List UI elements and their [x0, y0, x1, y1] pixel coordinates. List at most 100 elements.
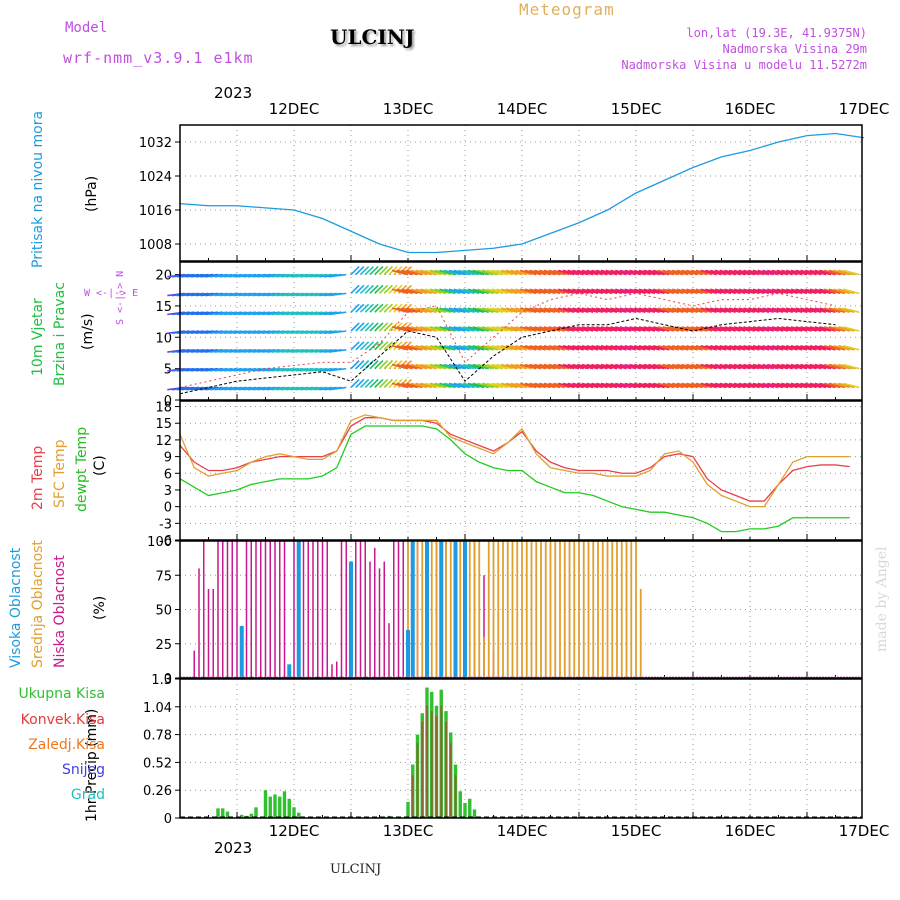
wind-arrow [691, 288, 708, 295]
wind-arrow [355, 265, 365, 276]
wind-arrow [629, 363, 646, 370]
wind-arrow [439, 288, 456, 295]
srednja-bar [468, 541, 471, 678]
wind-arrow [714, 326, 732, 332]
wind-arrow [667, 326, 684, 332]
wind-arrow [444, 326, 461, 332]
konvek-bar [445, 721, 447, 818]
wind-arrow [425, 382, 442, 389]
wind-arrow [548, 288, 565, 295]
wind-arrow [776, 363, 793, 370]
wind-arrow [401, 326, 418, 332]
wind-arrow [581, 307, 599, 313]
wind-arrow [572, 382, 589, 389]
wind-arrow [501, 382, 518, 389]
wind-arrow [448, 363, 466, 370]
panel-frame [179, 124, 863, 262]
wind-arrow [781, 363, 798, 370]
wind-arrow [729, 307, 746, 313]
wind-arrow [467, 363, 485, 370]
wind-arrow [729, 269, 746, 276]
wind-arrow [486, 344, 504, 351]
wind-arrow [776, 382, 793, 389]
niska-bar [397, 541, 400, 678]
wind-arrow [733, 344, 751, 351]
wind-arrow [695, 382, 713, 389]
wind-arrow [510, 288, 527, 295]
wind-arrow [600, 382, 618, 389]
wind-arrow [406, 326, 423, 332]
wind-arrow [496, 288, 513, 295]
niska-bar [345, 541, 347, 678]
konvek-bar [454, 775, 457, 818]
wind-arrow [800, 382, 817, 389]
wind-arrow [505, 288, 523, 295]
wind-arrow [634, 326, 651, 332]
wind-arrow [383, 303, 393, 313]
wind-arrow [672, 288, 689, 295]
wind-arrow [429, 288, 447, 295]
srednja-bar [554, 541, 557, 678]
wind-arrow [505, 363, 523, 370]
wind-arrow [548, 363, 565, 370]
wind-arrow [748, 363, 765, 370]
wind-arrow [396, 307, 413, 313]
wind-arrow [472, 382, 489, 389]
wind-arrow [406, 269, 423, 276]
wind-arrow [439, 382, 456, 389]
wind-arrow [369, 322, 379, 332]
wind-arrow [448, 269, 466, 276]
wind-arrow [477, 269, 494, 276]
wind-arrow [681, 382, 698, 389]
wind-arrow [596, 288, 613, 295]
wind-arrow [843, 288, 860, 295]
wind-arrow [676, 363, 694, 370]
wind-arrow [624, 269, 641, 276]
wind-arrow [657, 363, 675, 370]
wind-arrow [567, 269, 584, 276]
wind-arrow [824, 382, 841, 389]
wind-arrow [467, 326, 485, 332]
wind-arrow [510, 344, 527, 351]
wind-arrow [328, 330, 347, 335]
niska-bar [331, 664, 333, 678]
wind-arrow [719, 269, 736, 276]
wind-arrow [686, 269, 703, 276]
niska-bar [359, 541, 362, 678]
wind-arrow [355, 378, 365, 389]
srednja-bar [578, 541, 580, 678]
wind-arrow [548, 307, 565, 313]
wind-arrow [691, 344, 708, 351]
wind-arrow [819, 382, 836, 389]
wind-arrow [567, 344, 584, 351]
visoka-bar [406, 630, 410, 678]
wind-arrow [790, 344, 808, 351]
wind-arrow [391, 363, 409, 370]
wind-arrow [743, 288, 760, 295]
wind-arrow [814, 288, 831, 295]
wind-arrow [453, 344, 470, 351]
wind-arrow [648, 288, 665, 295]
wind-arrow [634, 288, 651, 295]
wind-arrow [415, 344, 432, 351]
wind-arrow [586, 363, 603, 370]
wind-arrow [648, 363, 665, 370]
wind-arrow [629, 326, 646, 332]
srednja-bar [549, 541, 552, 678]
wind-arrow [472, 288, 489, 295]
wind-arrow [819, 363, 836, 370]
wind-arrow [355, 341, 365, 351]
wind-arrow [790, 307, 808, 313]
wind-arrow [786, 363, 803, 370]
wind-arrow [733, 307, 751, 313]
wind-arrow [458, 269, 475, 276]
panel-3: 100 75 50 25 0 [147, 535, 862, 687]
wind-arrow [448, 382, 466, 389]
wind-arrow [591, 344, 608, 351]
niska-bar [402, 541, 404, 678]
y-tick-label: 1024 [139, 170, 172, 185]
wind-arrow [581, 288, 599, 295]
wind-arrow [809, 382, 827, 389]
visoka-bar [453, 541, 458, 678]
wind-arrow [738, 382, 755, 389]
